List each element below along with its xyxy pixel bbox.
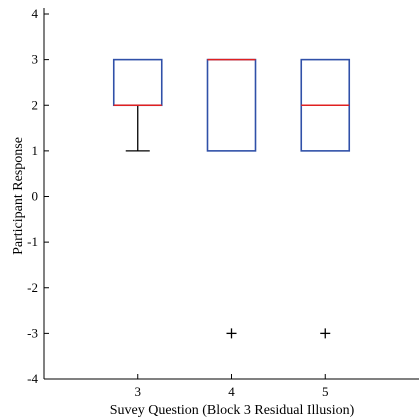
x-tick-label: 3: [135, 384, 142, 399]
y-tick-label: -4: [27, 371, 38, 386]
y-tick-label: -2: [27, 280, 38, 295]
y-tick-label: 2: [32, 97, 39, 112]
y-tick-label: 0: [32, 189, 39, 204]
y-tick-label: 1: [32, 143, 39, 158]
box: [206, 58, 257, 152]
box: [112, 58, 163, 107]
y-axis-label: Participant Response: [11, 137, 26, 255]
y-tick-label: 3: [32, 52, 39, 67]
x-tick-label: 4: [228, 384, 235, 399]
box-group: [112, 58, 351, 339]
y-tick-label: 4: [32, 6, 39, 21]
y-tick-label: -3: [27, 325, 38, 340]
axes: -4 -3 -2 -1 0 1 2 3 4 3 4 5: [27, 6, 419, 399]
x-axis-label: Suvey Question (Block 3 Residual Illusio…: [110, 403, 355, 418]
x-tick-label: 5: [322, 384, 329, 399]
y-tick-label: -1: [27, 234, 38, 249]
